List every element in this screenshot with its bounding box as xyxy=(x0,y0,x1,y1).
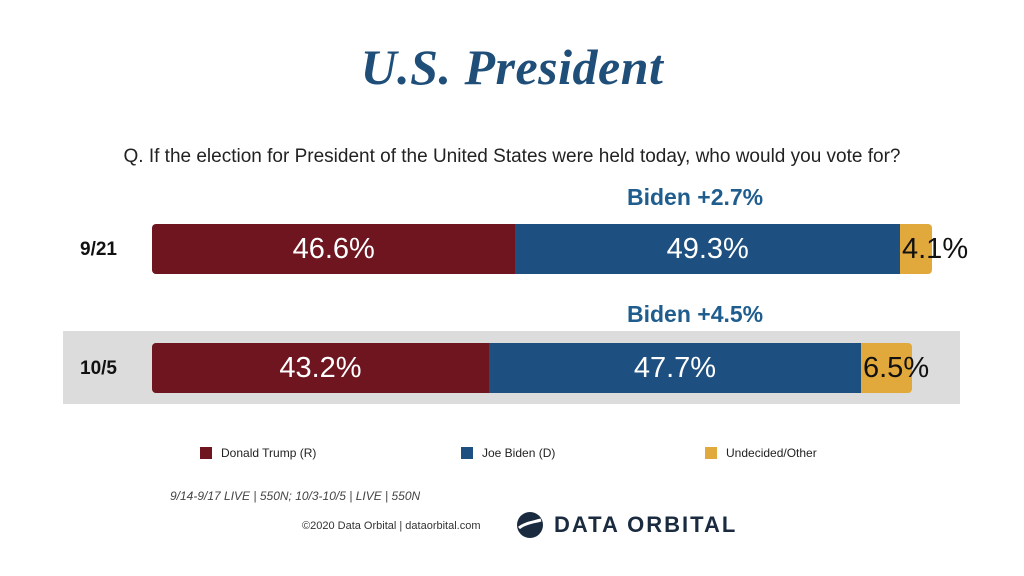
legend-swatch-biden xyxy=(461,447,473,459)
row-label-2: 10/5 xyxy=(80,358,117,379)
data-label-trump-1: 46.6% xyxy=(292,232,375,265)
data-label-undecided-2: 6.5% xyxy=(863,352,930,384)
orbital-logo-icon xyxy=(517,512,543,538)
legend-label-biden: Joe Biden (D) xyxy=(482,446,556,460)
stacked-bar-10-5: 43.2% 47.7% 6.5% xyxy=(152,343,929,393)
row-label-1: 9/21 xyxy=(80,239,117,260)
bar-segment-undecided-2: 6.5% xyxy=(861,343,929,393)
data-label-biden-1: 49.3% xyxy=(666,232,749,265)
bar-segment-undecided-1: 4.1% xyxy=(900,224,968,274)
source-note: 9/14-9/17 LIVE | 550N; 10/3-10/5 | LIVE … xyxy=(170,489,421,503)
stacked-bar-9-21: 46.6% 49.3% 4.1% xyxy=(152,224,968,274)
bar-segment-biden-1: 49.3% xyxy=(515,224,900,274)
bar-segment-trump-1: 46.6% xyxy=(152,224,516,274)
legend-item-biden: Joe Biden (D) xyxy=(461,446,555,460)
legend-item-undecided: Undecided/Other xyxy=(705,446,817,460)
bar-segment-trump-2: 43.2% xyxy=(152,343,489,393)
chart-title: U.S. President xyxy=(360,39,664,95)
legend-label-trump: Donald Trump (R) xyxy=(221,446,317,460)
legend-item-trump: Donald Trump (R) xyxy=(200,446,316,460)
poll-question: Q. If the election for President of the … xyxy=(123,146,901,167)
data-label-undecided-1: 4.1% xyxy=(902,233,969,265)
brand-logo: DATA ORBITAL xyxy=(516,511,737,539)
data-label-trump-2: 43.2% xyxy=(279,351,362,384)
legend-swatch-trump xyxy=(200,447,212,459)
bar-segment-biden-2: 47.7% xyxy=(488,343,861,393)
margin-annotation-1: Biden +2.7% xyxy=(627,184,764,210)
legend-swatch-undecided xyxy=(705,447,717,459)
data-label-biden-2: 47.7% xyxy=(633,351,717,384)
margin-annotation-2: Biden +4.5% xyxy=(627,301,764,327)
legend-label-undecided: Undecided/Other xyxy=(726,446,817,460)
logo-text: DATA ORBITAL xyxy=(554,512,738,537)
copyright-note: ©2020 Data Orbital | dataorbital.com xyxy=(302,520,481,532)
